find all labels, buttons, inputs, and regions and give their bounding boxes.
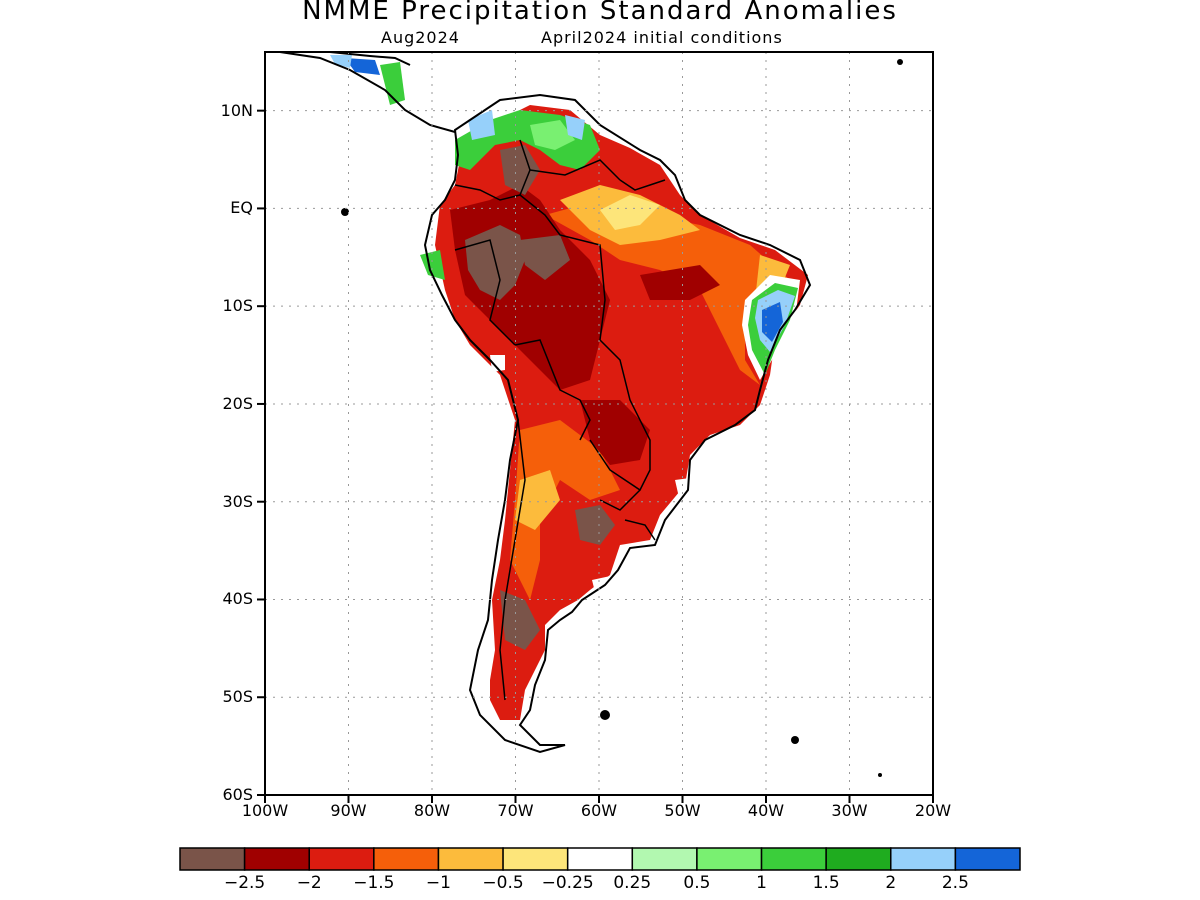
galapagos-island xyxy=(341,208,349,216)
border-colombia xyxy=(454,139,531,201)
lon-label: 70W xyxy=(497,801,534,820)
lat-label: 60S xyxy=(222,785,253,804)
region-dark-red-east xyxy=(640,265,720,300)
lat-label: 10N xyxy=(220,100,253,120)
falklands-island xyxy=(600,710,610,720)
lat-label: EQ xyxy=(230,198,253,218)
lon-label: 40W xyxy=(747,801,785,820)
region-blue-ne xyxy=(762,302,783,342)
colorbar-swatch xyxy=(890,847,957,871)
lon-label: 100W xyxy=(241,801,289,820)
border-venezuela xyxy=(529,159,621,181)
lat-label: 40S xyxy=(222,589,253,609)
region-yellow-north xyxy=(600,195,660,230)
colorbar-label: −0.5 xyxy=(482,873,524,893)
region-green-ecuador xyxy=(420,250,445,280)
colorbar-label: −1.5 xyxy=(353,873,395,893)
caribbean-island xyxy=(897,59,903,65)
colorbar-label: 2.5 xyxy=(941,873,969,893)
region-brown-amazon-2 xyxy=(520,235,570,280)
region-green-central-america xyxy=(380,62,405,105)
colorbar-label: 0.25 xyxy=(613,873,652,893)
islands-layer xyxy=(341,59,903,777)
region-blue-north-2 xyxy=(565,115,585,140)
border-brazil-west xyxy=(519,194,651,491)
colorbar-swatch xyxy=(760,847,827,871)
page-title: NMME Precipitation Standard Anomalies xyxy=(302,0,898,26)
region-white-east-south xyxy=(675,478,690,502)
region-brown-argentina xyxy=(575,505,615,545)
colorbar-label: −1 xyxy=(425,873,451,893)
lon-label: 30W xyxy=(831,801,868,820)
colorbar xyxy=(179,847,1021,871)
region-white-peru xyxy=(490,355,505,372)
lon-label: 90W xyxy=(330,801,367,820)
colorbar-swatch xyxy=(179,847,246,871)
tristan-island xyxy=(878,773,882,777)
lon-label: 60W xyxy=(580,801,618,820)
border-peru xyxy=(454,239,516,346)
lon-label: 50W xyxy=(664,801,701,820)
colorbar-swatch xyxy=(696,847,763,871)
lon-label: 80W xyxy=(413,801,451,820)
colorbar-label: 1 xyxy=(756,873,767,893)
region-orange-south xyxy=(510,420,620,600)
colorbar-swatch xyxy=(825,847,892,871)
region-light-orange-south xyxy=(515,470,560,530)
border-paraguay xyxy=(589,439,642,511)
coastline-layer xyxy=(279,51,812,754)
coastline-south-america xyxy=(423,93,812,754)
initial-conditions: April2024 initial conditions xyxy=(541,28,783,47)
lat-label: 20S xyxy=(222,393,253,413)
colorbar-swatch xyxy=(566,847,634,871)
border-argentina-chile xyxy=(499,419,526,701)
border-uruguay xyxy=(624,519,656,541)
colorbar-label: 1.5 xyxy=(812,873,840,893)
border-guianas xyxy=(619,179,666,191)
colorbar-swatch xyxy=(437,847,504,871)
colorbar-label: −2 xyxy=(296,873,322,893)
colorbar-label: 0.5 xyxy=(683,873,711,893)
coastline-caribbean xyxy=(329,51,411,66)
lat-label: 50S xyxy=(222,687,253,707)
south-georgia-island xyxy=(791,736,799,744)
colorbar-swatch xyxy=(308,847,375,871)
region-blue-central-america xyxy=(345,58,380,75)
forecast-month: Aug2024 xyxy=(381,28,460,47)
colorbar-swatch xyxy=(502,847,569,871)
region-blue-north xyxy=(468,110,495,140)
anomaly-fill-layer xyxy=(330,55,808,720)
colorbar-swatch xyxy=(631,847,698,871)
region-dark-red-center xyxy=(580,400,650,465)
axis-ticks xyxy=(257,109,934,803)
lon-label: 20W xyxy=(914,801,952,820)
lat-label: 10S xyxy=(222,296,253,316)
lat-label: 30S xyxy=(222,491,253,511)
region-brown-patagonia xyxy=(500,590,540,650)
region-light-blue-ca xyxy=(330,55,352,68)
colorbar-swatch xyxy=(243,847,310,871)
region-light-green-north xyxy=(530,120,575,150)
colorbar-label: 2 xyxy=(885,873,897,893)
coastline-central-america xyxy=(279,51,456,133)
border-layer xyxy=(454,139,666,701)
colorbar-label: −0.25 xyxy=(541,873,594,893)
region-brown-north xyxy=(500,145,540,195)
colorbar-label: −2.5 xyxy=(223,873,266,893)
colorbar-swatch xyxy=(373,847,440,871)
region-orange-north xyxy=(545,200,790,385)
border-bolivia xyxy=(514,339,591,441)
colorbar-swatch xyxy=(954,847,1021,871)
